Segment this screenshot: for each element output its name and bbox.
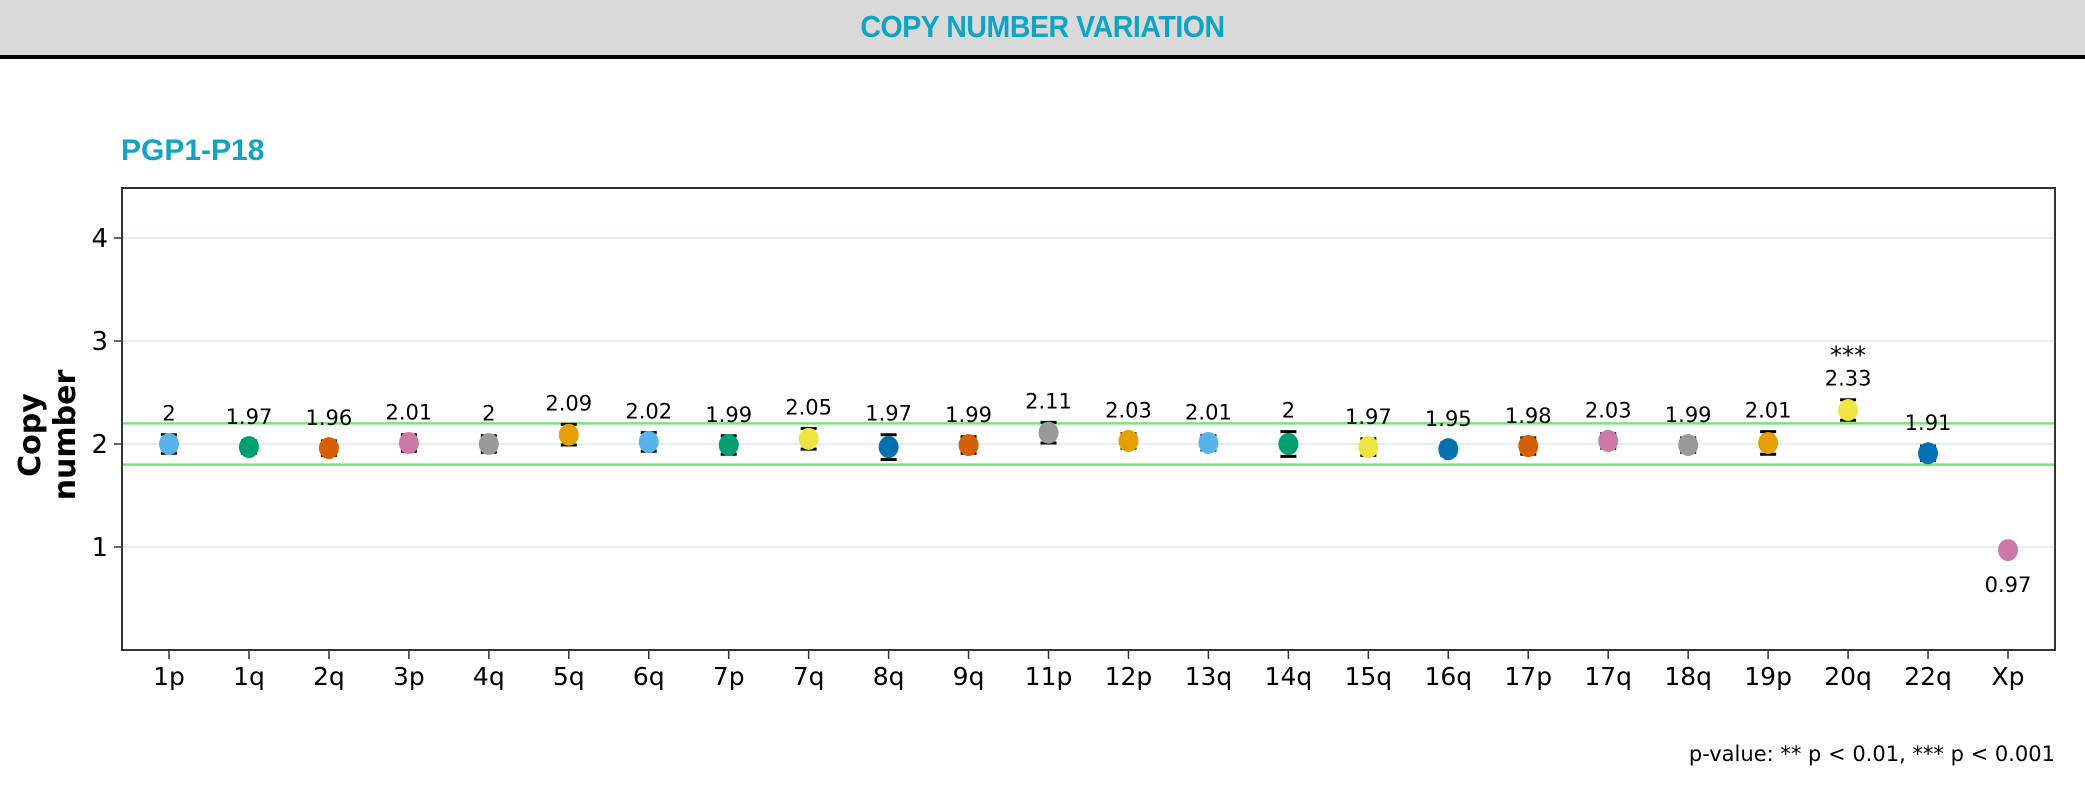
x-tick-label: 8q [873, 662, 905, 691]
x-tick-label: 14q [1265, 662, 1313, 691]
x-tick-label: 12p [1105, 662, 1153, 691]
data-label: 2.33 [1825, 367, 1872, 391]
x-tick-label: 22q [1904, 662, 1952, 691]
data-label: 1.97 [1345, 405, 1392, 429]
data-point [1438, 438, 1459, 461]
data-point [1838, 399, 1859, 422]
data-label: 2.11 [1025, 389, 1072, 413]
x-tick-label: 7p [713, 662, 745, 691]
data-point [718, 434, 739, 457]
data-label: 2.09 [545, 391, 592, 415]
data-label: 1.96 [306, 406, 353, 430]
data-label: 1.99 [945, 403, 992, 427]
x-tick-label: 4q [473, 662, 505, 691]
data-label: 2.01 [1185, 401, 1232, 425]
x-tick-label: 13q [1185, 662, 1233, 691]
data-point [318, 437, 339, 460]
data-point [638, 430, 659, 453]
x-tick-label: 20q [1824, 662, 1872, 691]
page-title: COPY NUMBER VARIATION [860, 9, 1225, 44]
data-label: 2.01 [1745, 399, 1792, 423]
data-point [1118, 429, 1139, 452]
data-label: 1.99 [1665, 403, 1712, 427]
data-label: 1.95 [1425, 407, 1472, 431]
data-point [1038, 421, 1059, 444]
x-tick-label: 15q [1345, 662, 1393, 691]
data-label: 2.03 [1585, 399, 1632, 423]
data-point [878, 436, 899, 459]
data-point [159, 433, 179, 455]
data-label: 2 [162, 402, 175, 426]
x-tick-label: 6q [633, 662, 665, 691]
x-tick-label: 7q [793, 662, 825, 691]
data-label: 1.97 [865, 402, 912, 426]
data-label: 1.99 [705, 403, 752, 427]
data-point [398, 431, 419, 454]
data-point [478, 433, 499, 455]
significance-marker: *** [1830, 342, 1866, 370]
y-tick-label: 3 [91, 327, 108, 357]
x-tick-label: 19p [1744, 662, 1792, 691]
data-point [1678, 434, 1699, 457]
data-label: 1.97 [226, 405, 273, 429]
data-label: 2.03 [1105, 399, 1152, 423]
chart-title: PGP1-P18 [121, 134, 265, 167]
data-point [558, 423, 579, 446]
data-label: 1.98 [1505, 404, 1552, 428]
data-label: 0.97 [1985, 573, 2032, 597]
x-tick-label: 5q [553, 662, 585, 691]
data-point [1998, 539, 2018, 562]
x-tick-label: 11p [1025, 662, 1073, 691]
x-tick-label: 1q [233, 662, 265, 691]
data-label: 2.05 [785, 396, 832, 420]
y-tick-label: 2 [91, 430, 108, 460]
x-tick-label: 16q [1424, 662, 1472, 691]
p-value-footnote: p-value: ** p < 0.01, *** p < 0.001 [1688, 742, 2055, 766]
data-point [238, 436, 259, 459]
y-tick-label: 4 [91, 224, 108, 254]
data-label: 2.01 [385, 401, 432, 425]
data-point [1198, 431, 1219, 454]
x-tick-label: 18q [1664, 662, 1712, 691]
x-tick-label: 9q [953, 662, 985, 691]
data-point [1598, 429, 1619, 452]
x-tick-label: Xp [1992, 662, 2025, 691]
data-point [798, 427, 819, 450]
x-tick-label: 17q [1584, 662, 1632, 691]
data-point [1278, 433, 1299, 455]
plot-frame [121, 187, 2056, 651]
data-point [1918, 442, 1939, 465]
data-label: 2 [1282, 399, 1295, 423]
data-point [1358, 436, 1379, 459]
data-label: 2.02 [625, 400, 672, 424]
page-header: COPY NUMBER VARIATION [0, 0, 2085, 59]
data-point [958, 434, 979, 457]
x-tick-label: 1p [153, 662, 185, 691]
data-label: 1.91 [1905, 411, 1952, 435]
data-point [1518, 435, 1539, 458]
data-label: 2 [482, 402, 495, 426]
data-point [1758, 431, 1779, 454]
x-tick-label: 3p [393, 662, 425, 691]
y-tick-label: 1 [91, 533, 108, 563]
x-tick-label: 17p [1504, 662, 1552, 691]
x-tick-label: 2q [313, 662, 345, 691]
